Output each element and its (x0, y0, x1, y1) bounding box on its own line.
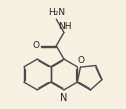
Text: NH: NH (58, 22, 71, 31)
Text: O: O (32, 41, 39, 50)
Text: H₂N: H₂N (48, 8, 65, 17)
Text: N: N (60, 93, 68, 103)
Text: O: O (78, 56, 85, 65)
